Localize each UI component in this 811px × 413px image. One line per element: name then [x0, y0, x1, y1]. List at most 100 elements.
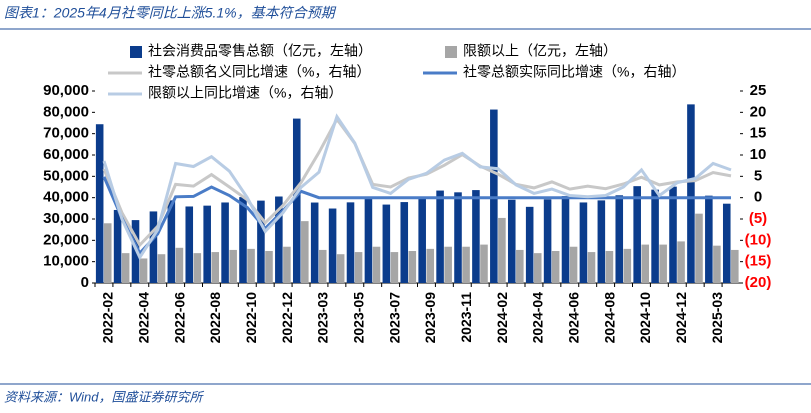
legend-label: 限额以上同比增速（%，右轴）: [148, 85, 342, 101]
bar: [454, 192, 462, 283]
bar: [95, 124, 104, 283]
bar: [283, 246, 291, 283]
bar: [318, 249, 327, 283]
legend-swatch: [445, 46, 457, 58]
y2-tick-label: 5: [754, 167, 762, 184]
bar: [364, 197, 373, 283]
bar: [651, 189, 659, 283]
x-tick-label: 2023-11: [458, 292, 474, 343]
x-tick-label: 2025-03: [709, 292, 725, 344]
legend-label: 社零总额实际同比增速（%，右轴）: [463, 64, 685, 80]
bar: [623, 248, 632, 283]
legend-label: 社会消费品零售总额（亿元，左轴）: [148, 43, 372, 59]
bar: [418, 198, 426, 283]
bar: [310, 202, 319, 283]
bar: [167, 200, 176, 283]
y-tick-label: 20,000: [43, 231, 89, 248]
bar: [561, 196, 570, 283]
bar: [193, 253, 202, 283]
x-tick-label: 2022-02: [100, 292, 116, 344]
x-tick-label: 2024-10: [637, 292, 653, 344]
x-tick-label: 2022-04: [135, 292, 151, 344]
bar: [372, 246, 381, 283]
bar: [229, 249, 237, 283]
x-tick-label: 2023-07: [386, 292, 402, 344]
x-tick-label: 2022-08: [207, 292, 223, 344]
x-tick-label: 2024-06: [565, 292, 581, 344]
bar: [472, 190, 480, 283]
y-tick-label: 70,000: [43, 125, 89, 142]
bar: [328, 208, 337, 283]
y-tick-label: 30,000: [43, 210, 89, 227]
x-tick-label: 2024-02: [494, 292, 510, 344]
bar: [211, 252, 220, 283]
bar: [695, 213, 703, 283]
chart-title: 图表1：2025年4月社零同比上涨5.1%，基本符合预期: [4, 5, 337, 21]
y2-tick-label: 20: [750, 103, 767, 120]
y-tick-label: 80,000: [43, 103, 89, 120]
y2-tick-label: 15: [750, 125, 767, 142]
bar: [149, 211, 158, 283]
bar: [462, 246, 470, 283]
bar: [533, 253, 542, 283]
x-tick-label: 2022-10: [243, 292, 259, 344]
bar: [641, 244, 650, 283]
bar: [713, 245, 721, 283]
bar: [705, 195, 713, 283]
bar: [257, 200, 265, 283]
x-tick-label: 2024-12: [673, 292, 689, 344]
bar: [677, 241, 685, 283]
legend-swatch: [130, 46, 142, 58]
bar: [336, 254, 345, 283]
y-tick-label: 0: [81, 274, 89, 291]
bar: [551, 251, 560, 283]
x-tick-label: 2023-05: [350, 292, 366, 344]
bar: [354, 252, 363, 283]
bar: [139, 258, 148, 283]
y2-tick-label: (5): [749, 210, 767, 227]
y2-tick-label: 25: [750, 82, 767, 99]
bar: [221, 202, 229, 283]
bar: [480, 244, 488, 283]
bar: [633, 186, 641, 283]
x-tick-label: 2022-12: [279, 292, 295, 344]
bar: [390, 252, 399, 283]
y-tick-label: 10,000: [43, 253, 89, 270]
bar: [615, 195, 624, 283]
bar: [301, 221, 309, 283]
y2-tick-label: (15): [745, 253, 772, 270]
bar: [292, 118, 301, 284]
bar: [687, 104, 695, 283]
source: 资料来源：Wind，国盛证券研究所: [4, 389, 205, 404]
bar: [507, 199, 516, 283]
y2-tick-label: (20): [745, 274, 772, 291]
bar: [605, 251, 614, 283]
bar: [265, 251, 273, 283]
bar: [203, 205, 211, 283]
bar: [587, 252, 596, 283]
bar: [157, 254, 166, 283]
bar: [731, 249, 739, 283]
bar: [579, 202, 588, 283]
bar: [400, 202, 409, 283]
bar: [426, 248, 435, 283]
line: [102, 176, 731, 256]
y2-tick-label: 0: [754, 189, 762, 206]
x-tick-label: 2024-08: [601, 292, 617, 344]
bar: [408, 251, 417, 283]
bar: [543, 199, 552, 283]
bar: [436, 190, 444, 283]
x-tick-label: 2022-06: [171, 292, 187, 344]
bar: [185, 206, 194, 283]
bar: [121, 253, 130, 283]
legend-label: 社零总额名义同比增速（%，右轴）: [148, 64, 370, 80]
bar: [669, 186, 677, 283]
x-tick-label: 2023-03: [315, 292, 331, 344]
x-tick-label: 2024-04: [530, 292, 546, 344]
y2-tick-label: 10: [750, 146, 767, 163]
y-tick-label: 50,000: [43, 167, 89, 184]
bar: [275, 196, 283, 283]
bar: [597, 200, 606, 283]
y-tick-label: 90,000: [43, 82, 89, 99]
